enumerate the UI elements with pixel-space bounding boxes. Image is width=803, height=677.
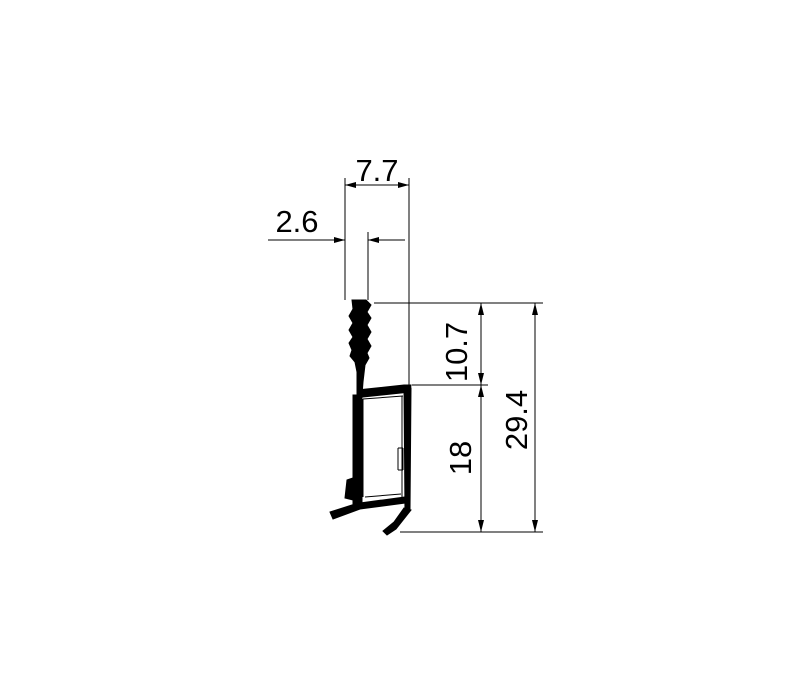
dim-label-top-height: 10.7 <box>439 322 474 382</box>
extension-lines <box>374 302 543 533</box>
dim-label-total-height: 29.4 <box>499 390 534 450</box>
dimension-top-height: 10.7 <box>439 303 484 385</box>
channel-top-lip <box>356 384 412 398</box>
profile-cross-section <box>329 299 412 536</box>
serrated-fin <box>348 299 372 396</box>
channel-right-wall <box>403 387 412 513</box>
channel-left-wall <box>352 394 363 506</box>
dimension-fin-width: 2.6 <box>268 204 405 300</box>
dimension-body-height: 18 <box>443 385 484 532</box>
dim-label-overall-width: 7.7 <box>355 153 398 188</box>
dimension-overall-width: 7.7 <box>344 153 410 385</box>
bottom-ledge <box>329 496 406 520</box>
dim-label-body-height: 18 <box>443 441 478 475</box>
dimension-total-height: 29.4 <box>499 303 538 532</box>
dim-label-fin-width: 2.6 <box>275 204 318 239</box>
bottom-hook <box>382 507 412 536</box>
bottom-notch <box>344 477 354 501</box>
